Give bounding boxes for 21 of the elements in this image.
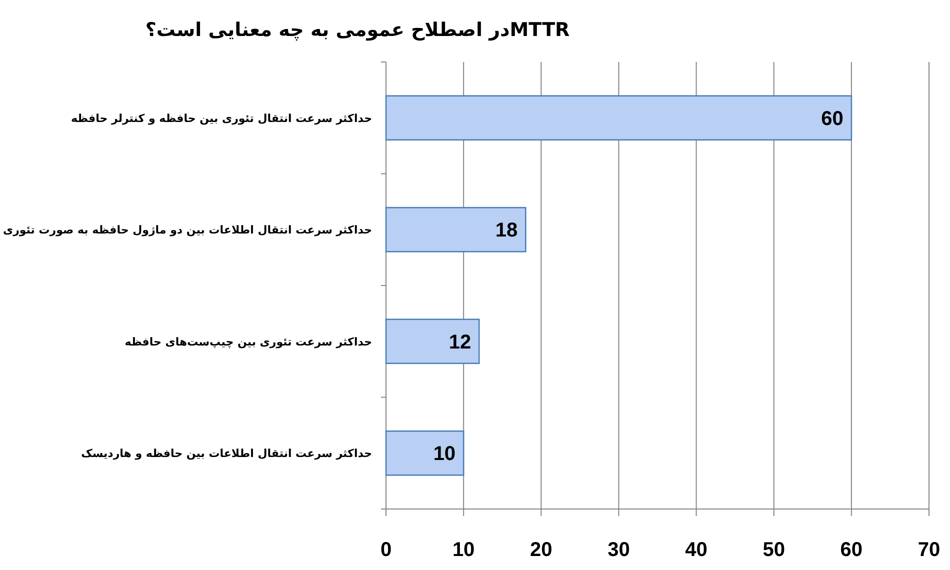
y-tick-label: حداکثر سرعت انتقال اطلاعات بین دو ماژول حافظه به صورت تئوری	[2, 224, 372, 237]
x-tick-label: 30	[608, 539, 630, 561]
y-tick-label: حداکثر سرعت انتقال تئوری بین حافظه و کنترلر حافظه	[71, 112, 372, 125]
x-tick-label: 10	[452, 539, 475, 561]
y-tick-label: حداکثر سرعت انتقال اطلاعات بین حافظه و هاردیسک	[81, 447, 372, 460]
bar	[385, 318, 480, 364]
x-tick-label: 50	[762, 539, 785, 561]
bar	[385, 95, 852, 141]
data-label: 10	[433, 443, 456, 466]
x-tick-label: 20	[530, 539, 552, 561]
bar	[385, 206, 526, 252]
y-tick-label: حداکثر سرعت تئوری بین چیپ‌ست‌های حافظه	[124, 335, 372, 348]
x-tick-label: 60	[840, 539, 863, 561]
x-tick-label: 70	[918, 539, 940, 561]
chart-title: MTTRدر اصطلاح عمومی به چه معنایی است؟	[145, 19, 570, 41]
data-label: 18	[495, 220, 518, 242]
data-label: 60	[821, 108, 844, 130]
data-label: 12	[448, 331, 472, 354]
bar	[385, 430, 464, 476]
x-tick-label: 40	[685, 539, 708, 561]
x-tick-label: 0	[380, 539, 392, 561]
